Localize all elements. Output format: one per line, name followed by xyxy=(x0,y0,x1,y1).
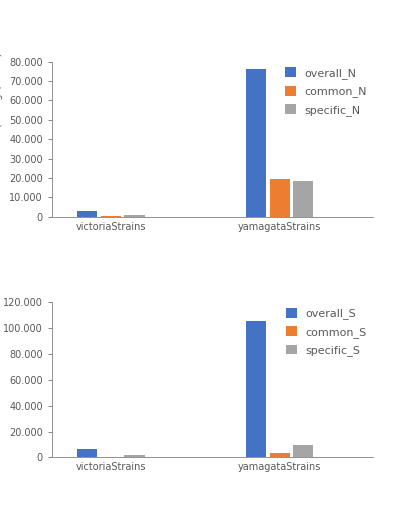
Bar xyxy=(124,215,144,217)
Bar xyxy=(292,181,313,217)
Y-axis label: Distance to vaccine (change/strain): Distance to vaccine (change/strain) xyxy=(0,52,3,227)
Bar xyxy=(124,455,144,457)
Bar xyxy=(245,321,266,457)
Legend: overall_S, common_S, specific_S: overall_S, common_S, specific_S xyxy=(285,308,366,356)
Legend: overall_N, common_N, specific_N: overall_N, common_N, specific_N xyxy=(284,67,366,116)
Bar xyxy=(77,449,97,457)
Bar xyxy=(245,69,266,217)
Bar xyxy=(269,453,289,457)
Bar xyxy=(77,211,97,217)
Bar xyxy=(100,216,121,217)
Bar xyxy=(269,179,289,217)
Bar xyxy=(292,445,313,457)
